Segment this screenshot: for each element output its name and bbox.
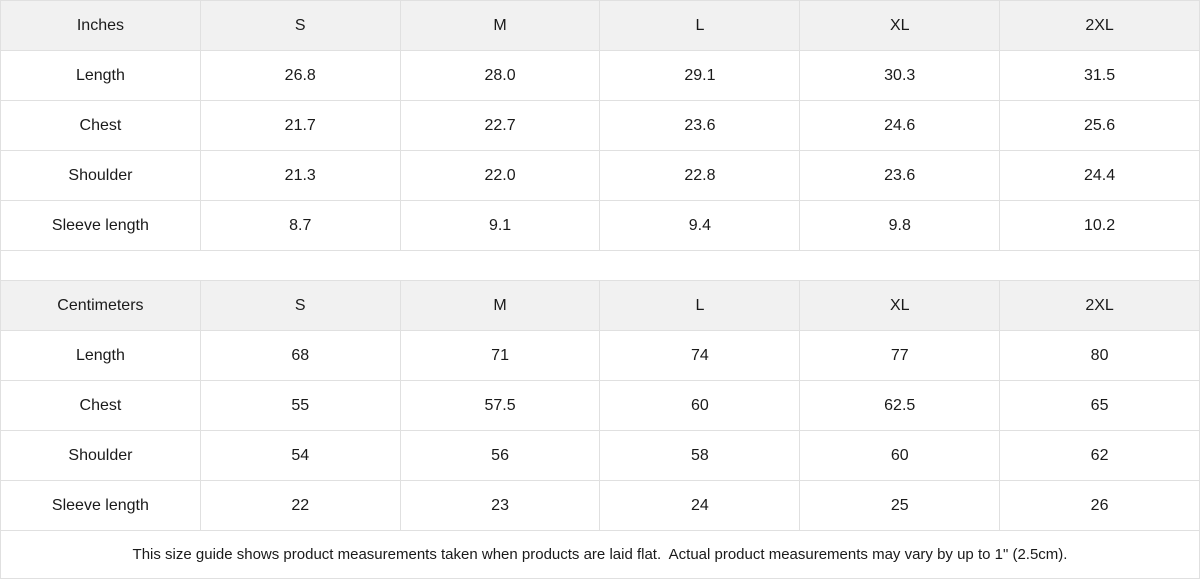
measurement-value-cell: 8.7 <box>199 200 401 251</box>
measurement-label-cell: Sleeve length <box>0 480 201 531</box>
measurement-value-cell: 25 <box>799 480 1001 531</box>
measurement-value-cell: 24.6 <box>799 100 1001 151</box>
measurement-label-cell: Length <box>0 50 201 101</box>
measurement-value-cell: 26 <box>999 480 1200 531</box>
measurement-row: Sleeve length 22 23 24 25 26 <box>0 480 1200 531</box>
measurement-value-cell: 30.3 <box>799 50 1001 101</box>
measurement-value-cell: 24 <box>599 480 801 531</box>
measurement-value-cell: 21.3 <box>199 150 401 201</box>
size-header-cell: M <box>399 280 601 331</box>
measurement-label-cell: Length <box>0 330 201 381</box>
measurement-value-cell: 28.0 <box>399 50 601 101</box>
measurement-value-cell: 54 <box>199 430 401 481</box>
size-header-cell: S <box>199 0 401 51</box>
measurement-value-cell: 55 <box>199 380 401 431</box>
measurement-value-cell: 29.1 <box>599 50 801 101</box>
measurement-value-cell: 80 <box>999 330 1200 381</box>
measurement-value-cell: 57.5 <box>399 380 601 431</box>
size-header-cell: XL <box>799 0 1001 51</box>
size-header-cell: M <box>399 0 601 51</box>
measurement-value-cell: 9.8 <box>799 200 1001 251</box>
size-header-cell: L <box>599 0 801 51</box>
measurement-value-cell: 23.6 <box>799 150 1001 201</box>
measurement-value-cell: 23 <box>399 480 601 531</box>
measurement-value-cell: 22.0 <box>399 150 601 201</box>
unit-label-cell: Inches <box>0 0 201 51</box>
size-header-cell: S <box>199 280 401 331</box>
footnote-text: This size guide shows product measuremen… <box>0 530 1200 579</box>
measurement-value-cell: 58 <box>599 430 801 481</box>
measurement-row: Length 26.8 28.0 29.1 30.3 31.5 <box>0 50 1200 101</box>
size-header-row: Inches S M L XL 2XL <box>0 0 1200 51</box>
measurement-value-cell: 68 <box>199 330 401 381</box>
measurement-label-cell: Shoulder <box>0 430 201 481</box>
measurement-value-cell: 10.2 <box>999 200 1200 251</box>
measurement-value-cell: 62 <box>999 430 1200 481</box>
measurement-value-cell: 22.7 <box>399 100 601 151</box>
size-header-cell: 2XL <box>999 0 1200 51</box>
measurement-row: Chest 55 57.5 60 62.5 65 <box>0 380 1200 431</box>
unit-label-cell: Centimeters <box>0 280 201 331</box>
measurement-label-cell: Chest <box>0 380 201 431</box>
measurement-value-cell: 23.6 <box>599 100 801 151</box>
measurement-value-cell: 24.4 <box>999 150 1200 201</box>
measurement-value-cell: 22.8 <box>599 150 801 201</box>
measurement-value-cell: 26.8 <box>199 50 401 101</box>
measurement-value-cell: 71 <box>399 330 601 381</box>
spacer-cell <box>0 250 1200 281</box>
measurement-label-cell: Sleeve length <box>0 200 201 251</box>
measurement-row: Length 68 71 74 77 80 <box>0 330 1200 381</box>
measurement-label-cell: Shoulder <box>0 150 201 201</box>
footnote-row: This size guide shows product measuremen… <box>0 530 1200 579</box>
table-spacer-row <box>0 250 1200 281</box>
measurement-value-cell: 60 <box>799 430 1001 481</box>
measurement-value-cell: 22 <box>199 480 401 531</box>
measurement-value-cell: 9.4 <box>599 200 801 251</box>
size-header-cell: L <box>599 280 801 331</box>
measurement-row: Shoulder 21.3 22.0 22.8 23.6 24.4 <box>0 150 1200 201</box>
measurement-value-cell: 25.6 <box>999 100 1200 151</box>
measurement-value-cell: 56 <box>399 430 601 481</box>
size-header-row: Centimeters S M L XL 2XL <box>0 280 1200 331</box>
measurement-value-cell: 31.5 <box>999 50 1200 101</box>
measurement-value-cell: 77 <box>799 330 1001 381</box>
measurement-row: Chest 21.7 22.7 23.6 24.6 25.6 <box>0 100 1200 151</box>
measurement-row: Sleeve length 8.7 9.1 9.4 9.8 10.2 <box>0 200 1200 251</box>
measurement-value-cell: 9.1 <box>399 200 601 251</box>
size-header-cell: XL <box>799 280 1001 331</box>
size-header-cell: 2XL <box>999 280 1200 331</box>
measurement-value-cell: 74 <box>599 330 801 381</box>
measurement-value-cell: 21.7 <box>199 100 401 151</box>
measurement-value-cell: 60 <box>599 380 801 431</box>
measurement-value-cell: 62.5 <box>799 380 1001 431</box>
measurement-value-cell: 65 <box>999 380 1200 431</box>
measurement-label-cell: Chest <box>0 100 201 151</box>
measurement-row: Shoulder 54 56 58 60 62 <box>0 430 1200 481</box>
